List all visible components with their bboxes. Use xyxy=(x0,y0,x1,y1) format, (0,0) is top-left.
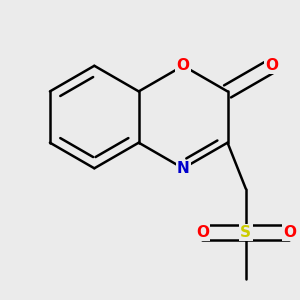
Text: O: O xyxy=(266,58,278,73)
Text: S: S xyxy=(240,225,251,240)
Text: O: O xyxy=(283,225,296,240)
Text: O: O xyxy=(196,225,209,240)
Text: O: O xyxy=(177,58,190,73)
Text: N: N xyxy=(177,161,190,176)
